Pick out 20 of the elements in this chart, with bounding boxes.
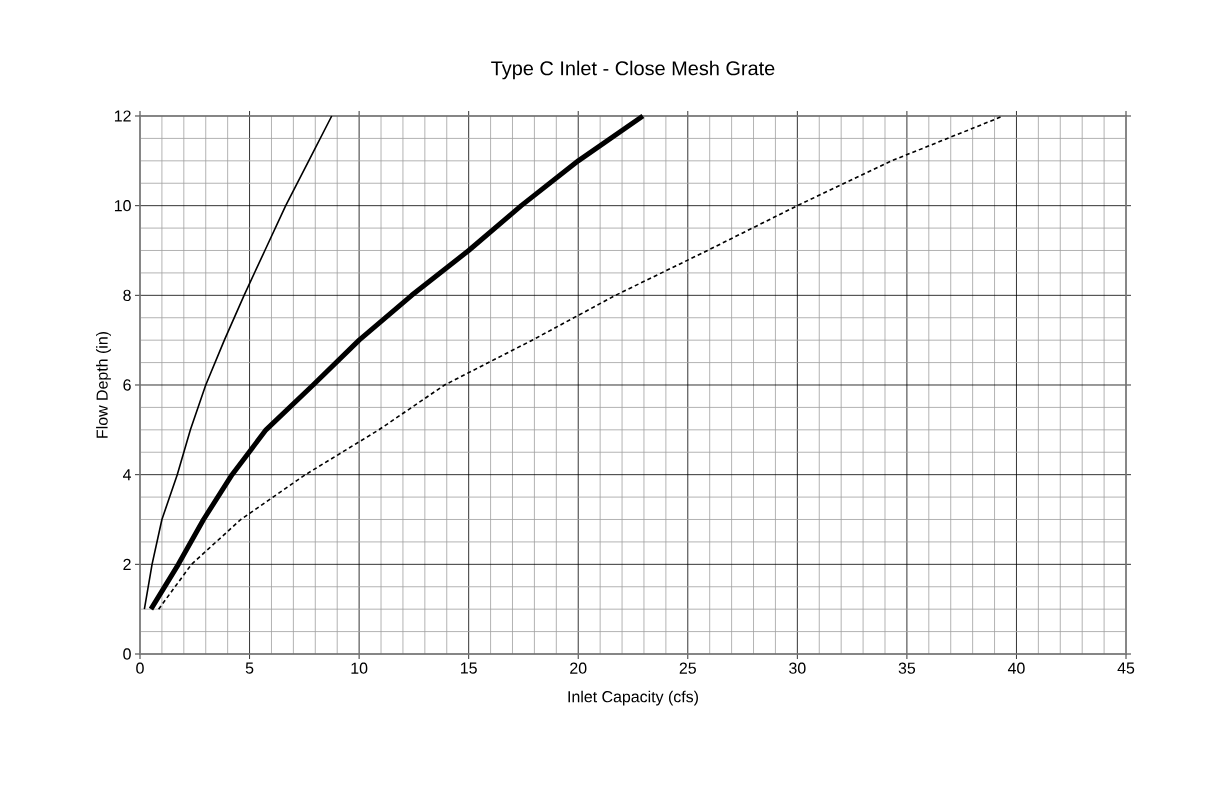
x-tick-label: 40 [1007,662,1025,674]
x-tick-label: 25 [679,662,696,674]
x-tick-label: 20 [570,662,587,674]
y-axis-title: Flow Depth (in) [96,331,111,438]
x-tick-label: 30 [789,662,806,674]
y-tick-label: 6 [123,379,131,391]
x-tick-label: 45 [1117,662,1135,674]
y-tick-label: 10 [114,200,131,212]
y-tick-label: 2 [123,558,131,570]
y-tick-label: 12 [114,110,131,122]
x-tick-label: 10 [351,662,368,674]
chart-title: Type C Inlet - Close Mesh Grate [491,60,775,80]
y-tick-label: 4 [122,469,132,481]
x-axis-title: Inlet Capacity (cfs) [568,690,698,706]
x-tick-label: 15 [461,662,477,674]
x-tick-label: 5 [245,662,254,674]
x-tick-label: 35 [898,662,916,674]
y-tick-label: 8 [123,289,131,301]
y-tick-label: 0 [123,648,131,660]
x-tick-label: 0 [136,662,144,674]
